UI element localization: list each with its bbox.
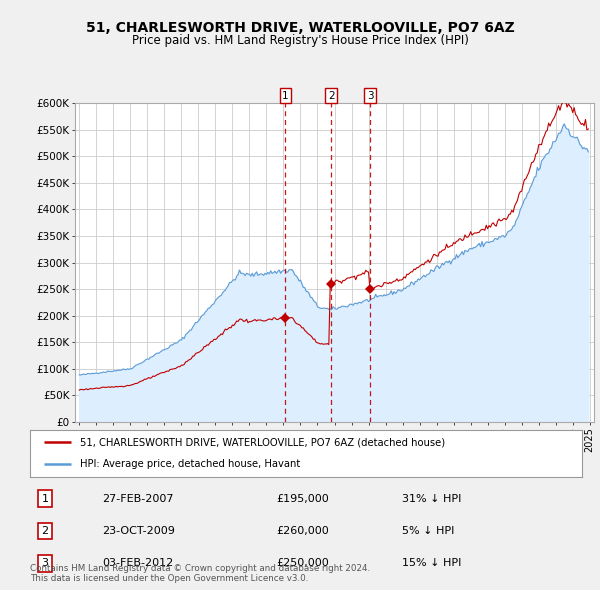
Text: 1: 1	[41, 494, 49, 503]
Text: 03-FEB-2012: 03-FEB-2012	[102, 559, 173, 568]
Text: Contains HM Land Registry data © Crown copyright and database right 2024.
This d: Contains HM Land Registry data © Crown c…	[30, 563, 370, 583]
Text: 2: 2	[41, 526, 49, 536]
Text: £260,000: £260,000	[276, 526, 329, 536]
Text: £195,000: £195,000	[276, 494, 329, 503]
Text: 3: 3	[367, 91, 373, 101]
Text: 15% ↓ HPI: 15% ↓ HPI	[402, 559, 461, 568]
Text: 27-FEB-2007: 27-FEB-2007	[102, 494, 173, 503]
Text: HPI: Average price, detached house, Havant: HPI: Average price, detached house, Hava…	[80, 459, 300, 469]
Text: £250,000: £250,000	[276, 559, 329, 568]
Text: 23-OCT-2009: 23-OCT-2009	[102, 526, 175, 536]
Text: 5% ↓ HPI: 5% ↓ HPI	[402, 526, 454, 536]
Text: 2: 2	[328, 91, 335, 101]
Text: 31% ↓ HPI: 31% ↓ HPI	[402, 494, 461, 503]
Text: Price paid vs. HM Land Registry's House Price Index (HPI): Price paid vs. HM Land Registry's House …	[131, 34, 469, 47]
Text: 51, CHARLESWORTH DRIVE, WATERLOOVILLE, PO7 6AZ (detached house): 51, CHARLESWORTH DRIVE, WATERLOOVILLE, P…	[80, 437, 445, 447]
Text: 3: 3	[41, 559, 49, 568]
Text: 1: 1	[282, 91, 289, 101]
Text: 51, CHARLESWORTH DRIVE, WATERLOOVILLE, PO7 6AZ: 51, CHARLESWORTH DRIVE, WATERLOOVILLE, P…	[86, 21, 514, 35]
